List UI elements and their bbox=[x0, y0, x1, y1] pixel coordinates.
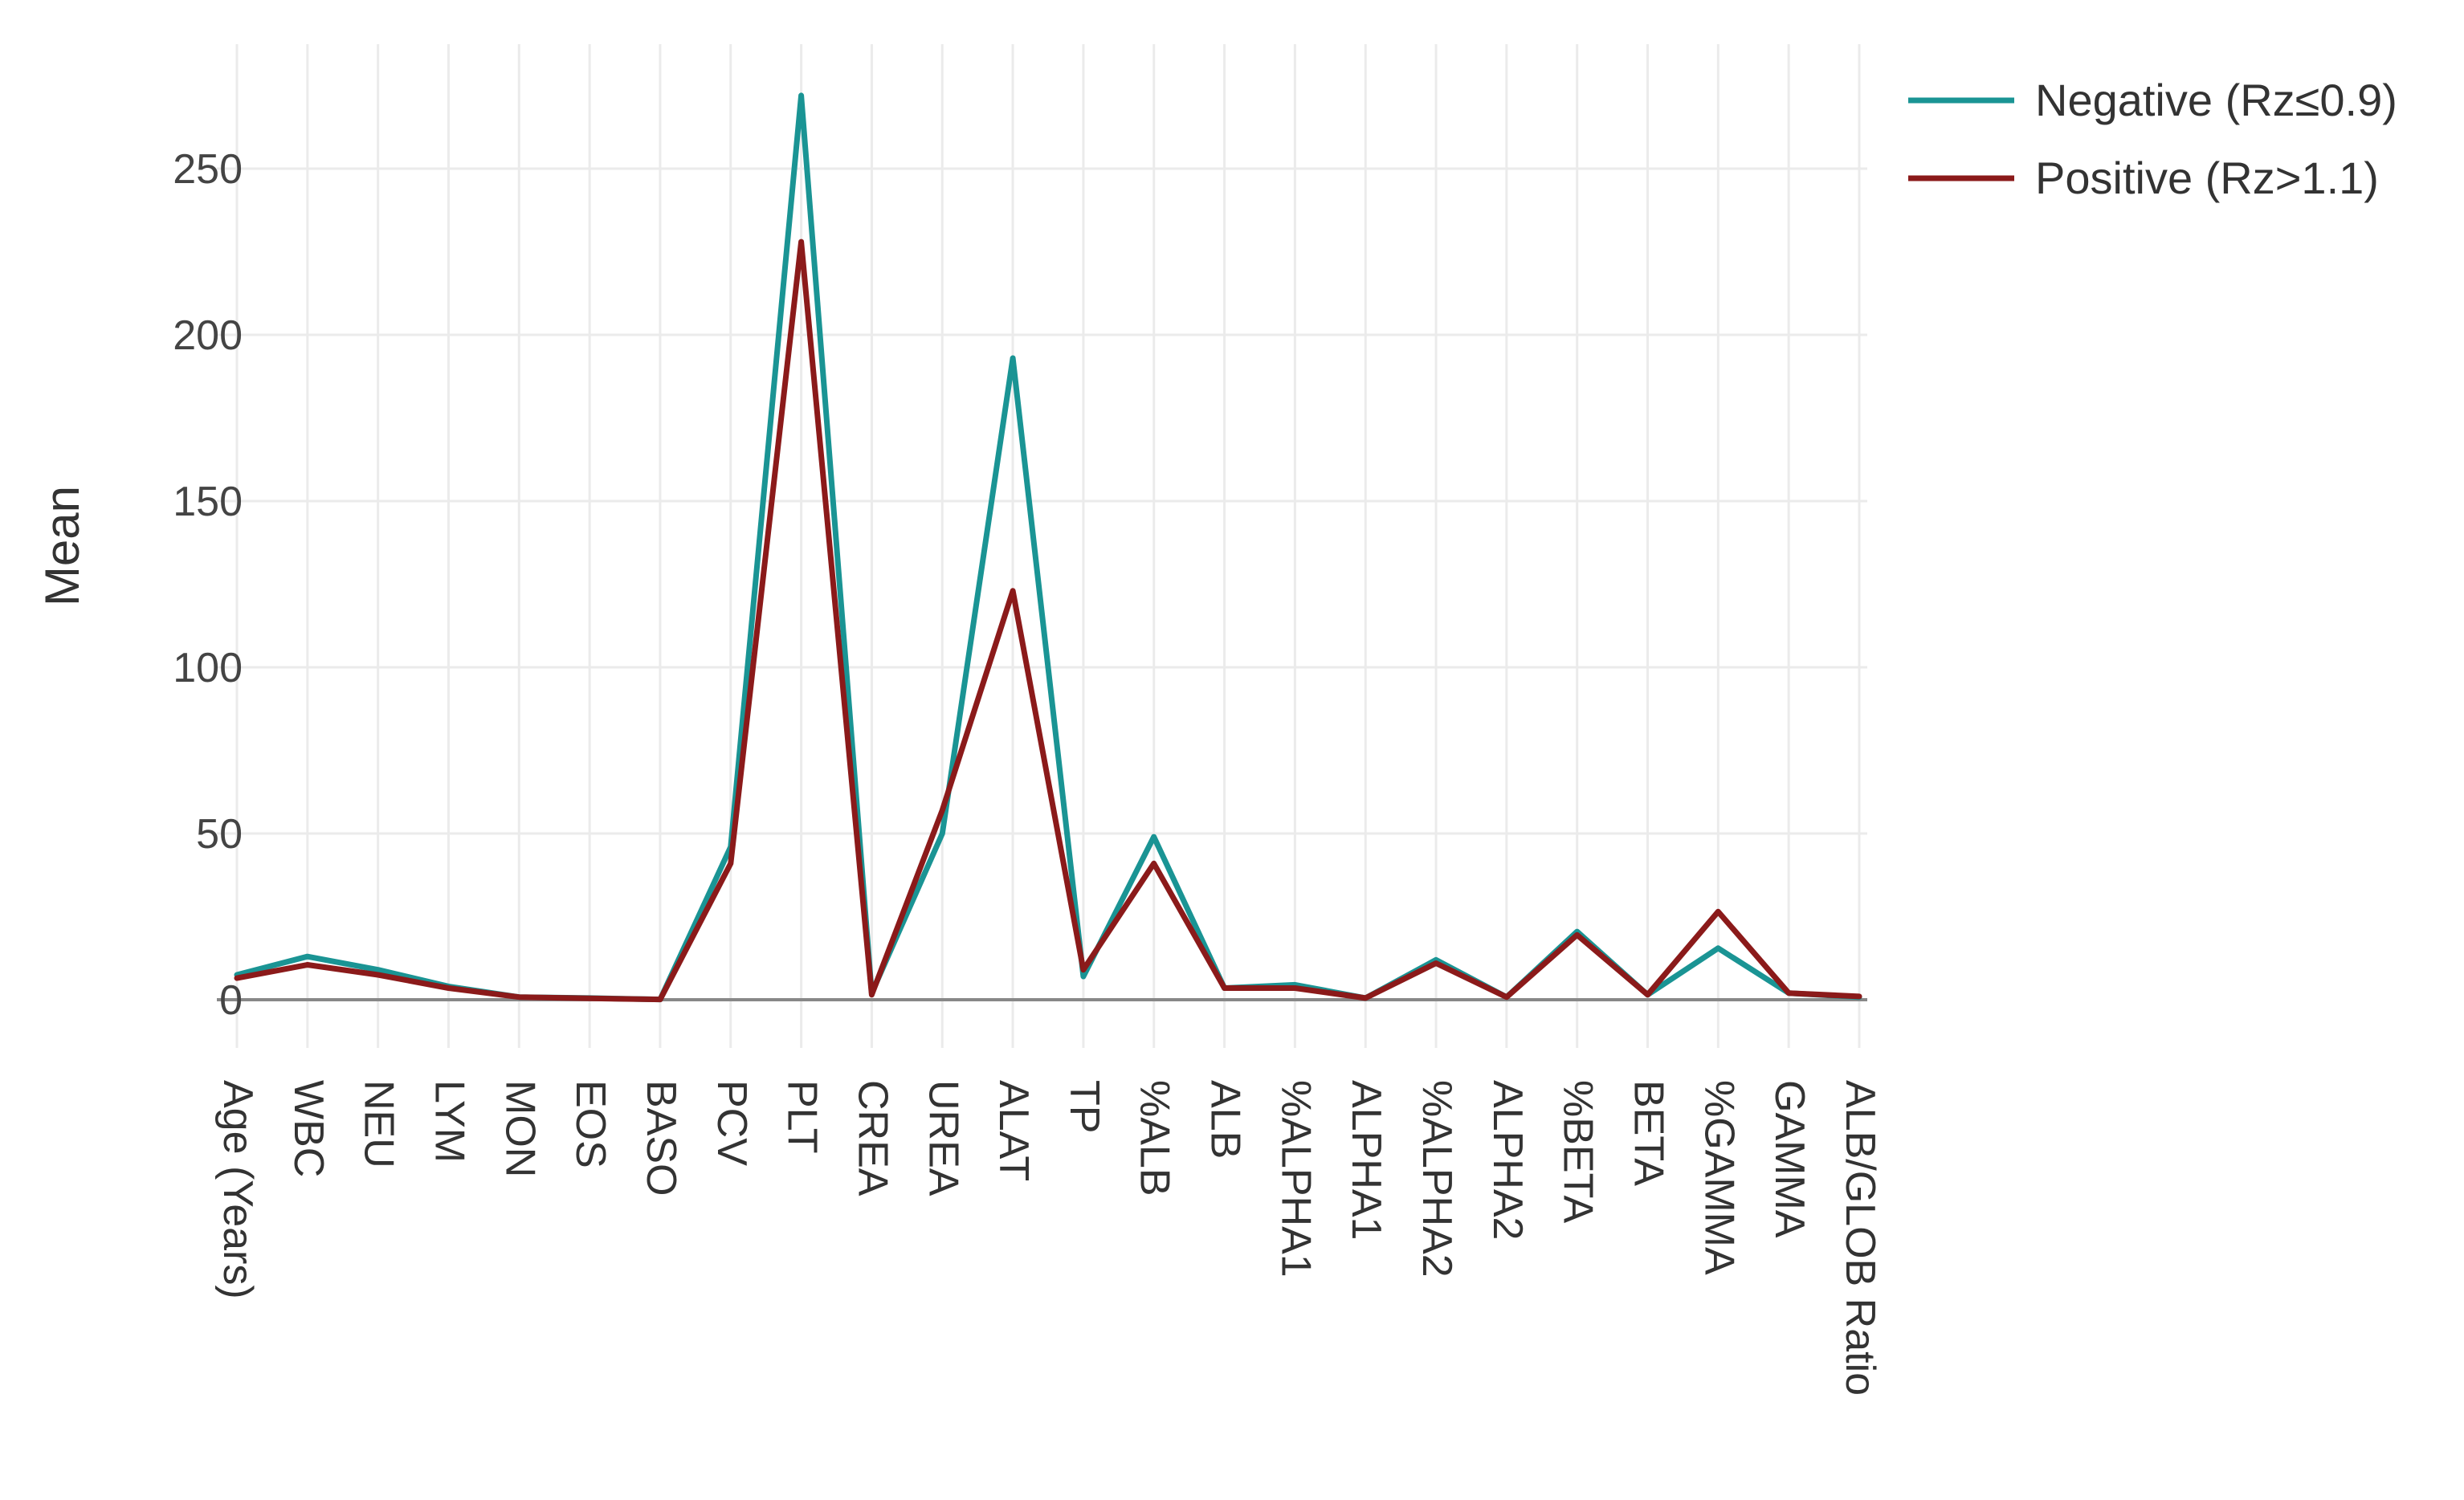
x-tick-label: %BETA bbox=[1555, 1080, 1601, 1224]
x-tick-label: %ALB bbox=[1132, 1080, 1178, 1196]
x-tick-label: BASO bbox=[638, 1080, 684, 1196]
x-tick-label: UREA bbox=[920, 1080, 966, 1196]
x-tick-label: TP bbox=[1061, 1080, 1108, 1133]
series-line-negative bbox=[234, 92, 1862, 1003]
grid-layer bbox=[217, 44, 1867, 1048]
series-line-positive bbox=[234, 238, 1862, 1003]
series-layer bbox=[234, 92, 1862, 1003]
y-tick-label: 100 bbox=[173, 645, 243, 691]
y-axis-label: Mean bbox=[35, 486, 89, 606]
x-tick-label: %ALPHA2 bbox=[1414, 1080, 1460, 1278]
x-tick-label: Age (Years) bbox=[214, 1080, 261, 1299]
x-tick-label: ALAT bbox=[990, 1080, 1037, 1181]
x-tick-label: NEU bbox=[356, 1080, 402, 1168]
y-tick-label: 50 bbox=[196, 811, 243, 858]
x-tick-labels: Age (Years) WBC NEU LYM MON EOS BASO PCV PLT CREA… bbox=[214, 1080, 1883, 1396]
x-tick-label: GAMMA bbox=[1766, 1080, 1813, 1238]
x-tick-label: LYM bbox=[426, 1080, 472, 1163]
legend: Negative (Rz≤0.9) Positive (Rz>1.1) bbox=[1908, 75, 2397, 203]
y-tick-label: 250 bbox=[173, 146, 243, 193]
y-tick-label: 200 bbox=[173, 312, 243, 359]
x-tick-label: BETA bbox=[1626, 1080, 1672, 1186]
legend-label: Negative (Rz≤0.9) bbox=[2035, 75, 2397, 125]
x-tick-label: ALPHA2 bbox=[1484, 1080, 1531, 1240]
y-tick-label: 150 bbox=[173, 479, 243, 525]
x-tick-label: ALPHA1 bbox=[1343, 1080, 1389, 1240]
x-tick-label: %GAMMA bbox=[1695, 1080, 1742, 1275]
y-tick-label: 0 bbox=[219, 977, 243, 1024]
y-tick-labels: 0 50 100 150 200 250 bbox=[173, 146, 243, 1024]
x-tick-label: PLT bbox=[779, 1080, 826, 1154]
x-tick-label: ALB bbox=[1202, 1080, 1249, 1159]
x-tick-label: PCV bbox=[708, 1080, 755, 1166]
x-tick-label: WBC bbox=[285, 1080, 332, 1177]
x-tick-label: ALB/GLOB Ratio bbox=[1837, 1080, 1883, 1396]
x-tick-label: MON bbox=[496, 1080, 543, 1177]
x-tick-label: CREA bbox=[849, 1080, 895, 1196]
x-tick-label: %ALPHA1 bbox=[1272, 1080, 1319, 1278]
legend-label: Positive (Rz>1.1) bbox=[2035, 153, 2379, 203]
x-tick-label: EOS bbox=[567, 1080, 614, 1168]
